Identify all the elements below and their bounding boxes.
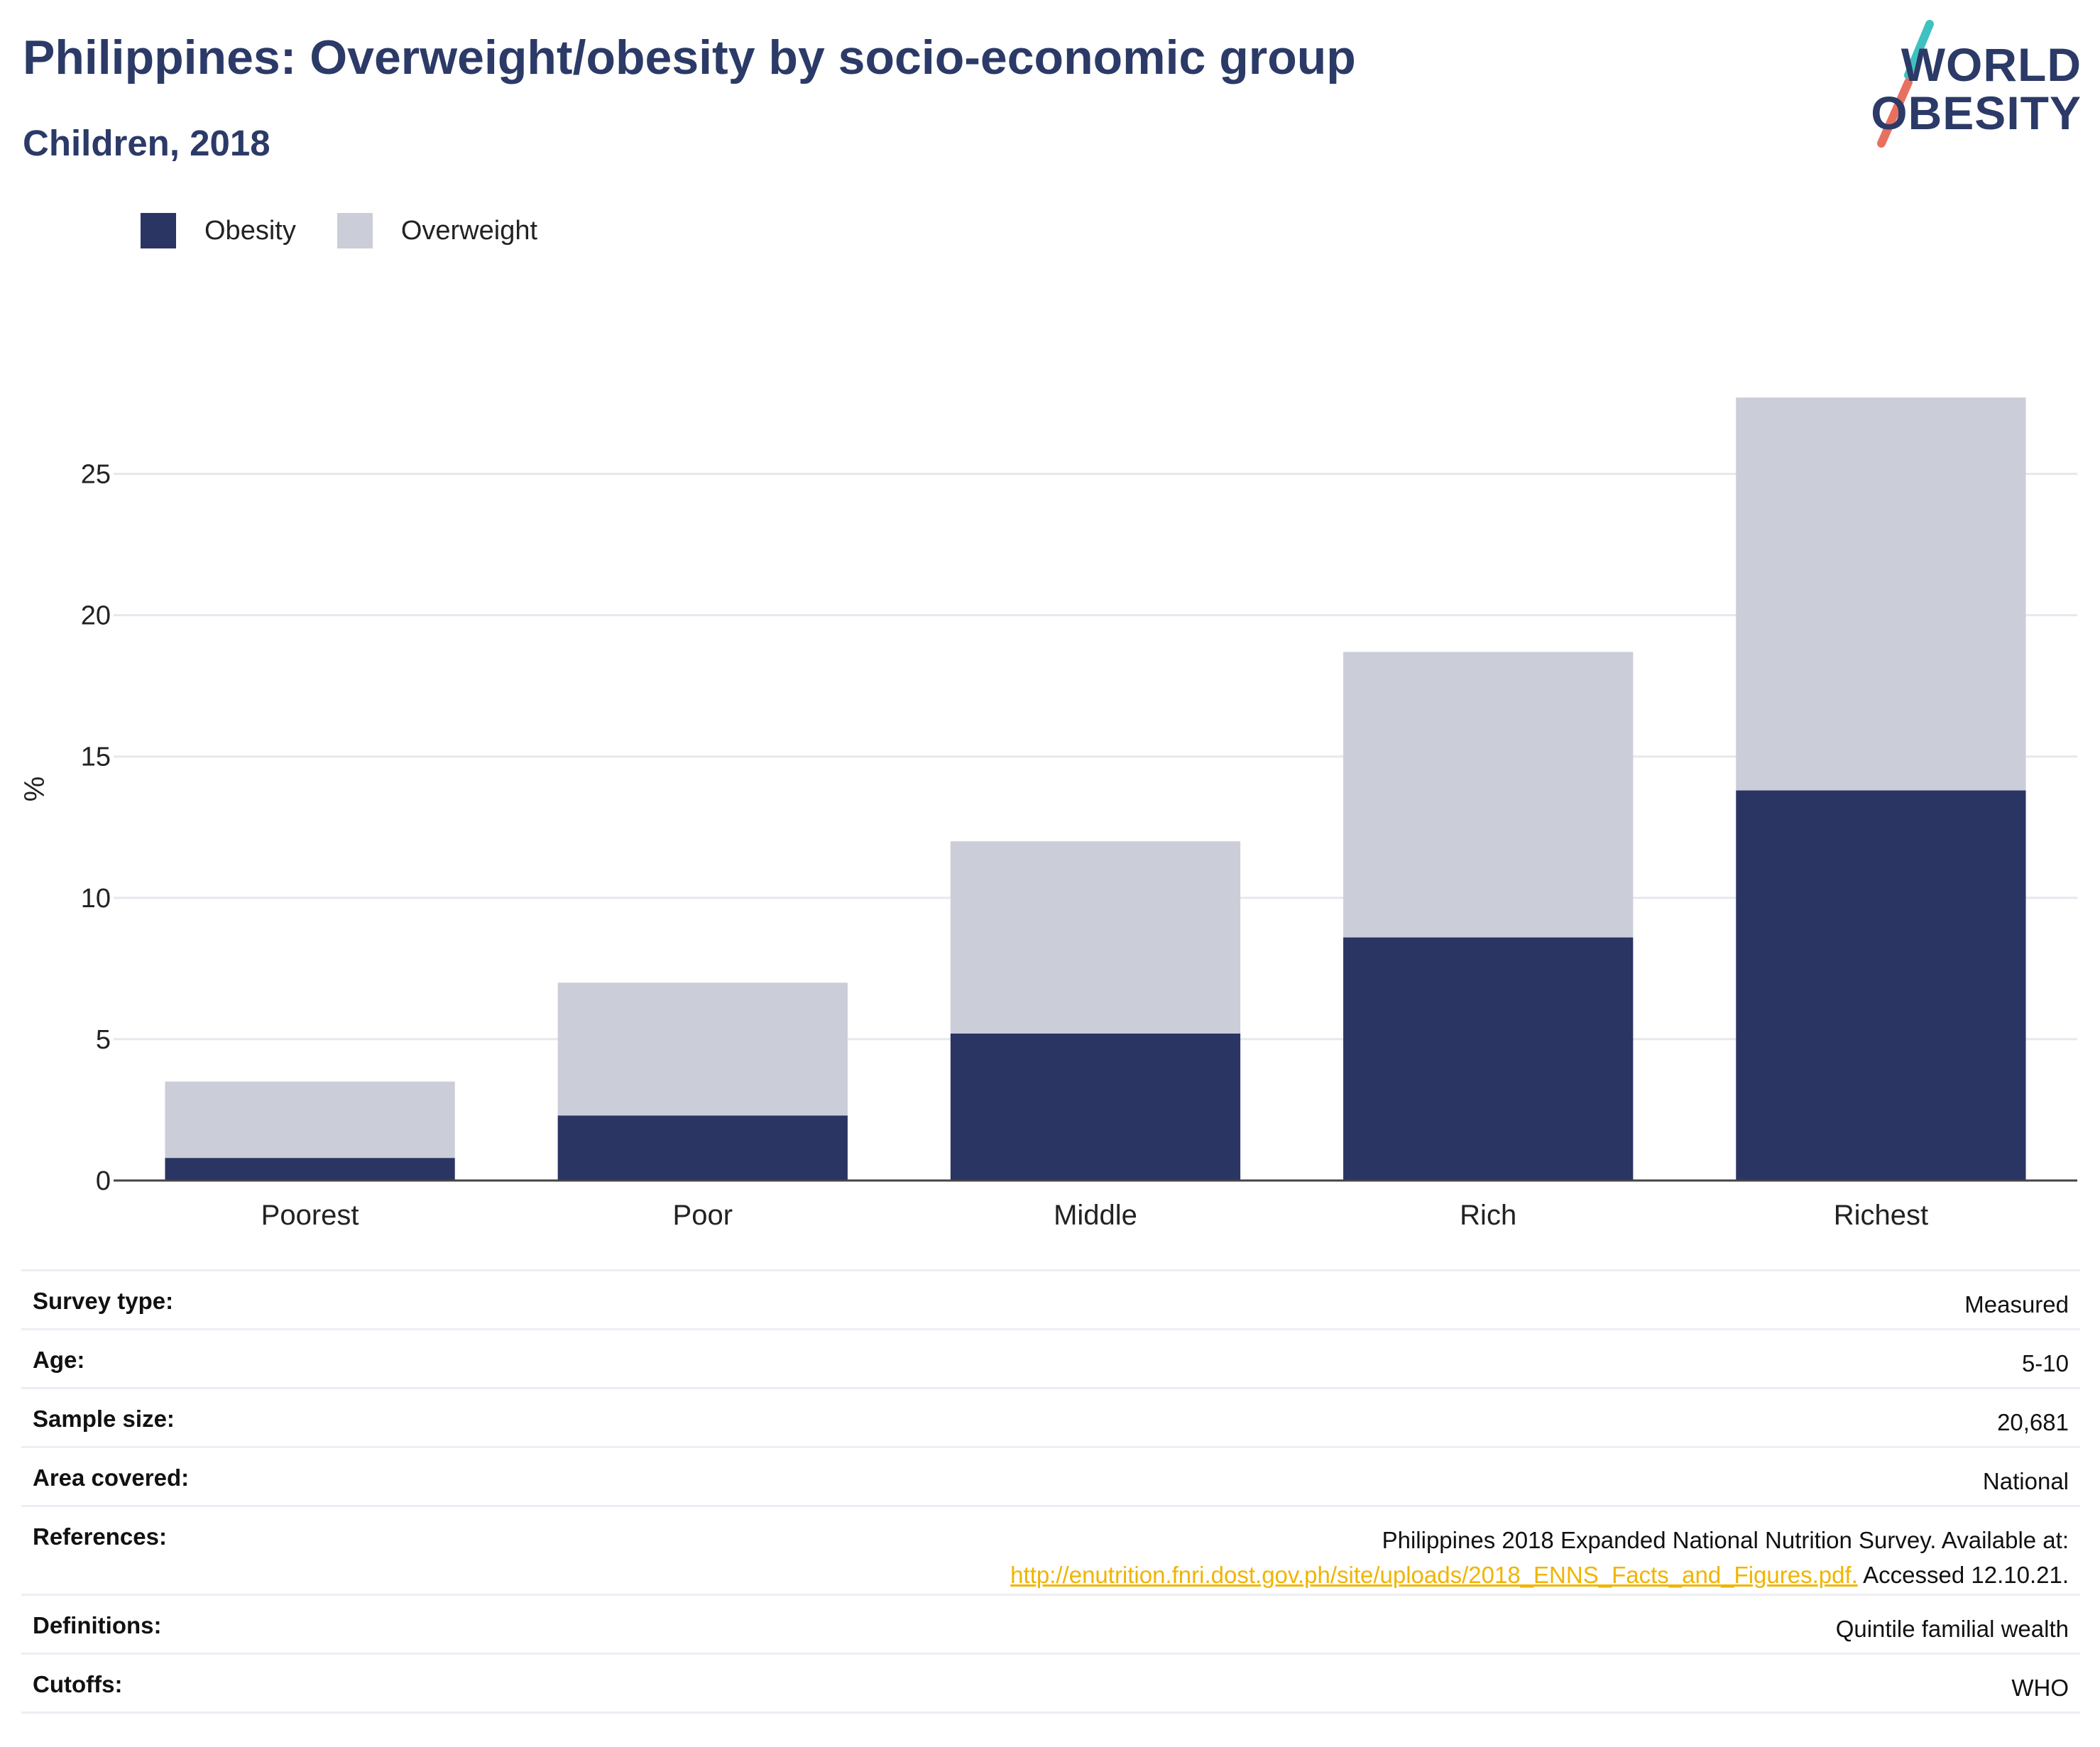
y-axis-ticks: 0 5 10 15 20 25 xyxy=(81,460,111,1196)
x-tick-label: Richest xyxy=(1834,1200,1928,1231)
y-tick-label: 25 xyxy=(81,460,111,490)
legend-item-overweight[interactable]: Overweight xyxy=(337,213,537,248)
bar-overweight-rich[interactable] xyxy=(1343,652,1634,938)
meta-row-cutoffs: Cutoffs: WHO xyxy=(21,1655,2080,1714)
meta-row-definitions: Definitions: Quintile familial wealth xyxy=(21,1596,2080,1655)
bar-overweight-poorest[interactable] xyxy=(165,1081,455,1159)
meta-label: Definitions: xyxy=(33,1612,162,1638)
reference-text: Philippines 2018 Expanded National Nutri… xyxy=(1382,1527,2069,1553)
x-tick-label: Middle xyxy=(1054,1200,1137,1231)
bar-obesity-rich[interactable] xyxy=(1343,937,1634,1181)
meta-label: References: xyxy=(33,1523,167,1550)
logo-text-obesity: OBESITY xyxy=(1871,87,2082,139)
x-tick-label: Poorest xyxy=(261,1200,359,1231)
reference-link[interactable]: http://enutrition.fnri.dost.gov.ph/site/… xyxy=(1010,1561,1858,1588)
logo-slash-icon xyxy=(1877,20,1934,148)
legend-swatch-obesity xyxy=(141,213,176,248)
world-obesity-logo: WORLD OBESITY xyxy=(1846,20,2087,148)
meta-label: Age: xyxy=(33,1347,85,1373)
chart-legend: Obesity Overweight xyxy=(141,212,579,250)
bar-obesity-richest[interactable] xyxy=(1736,790,2026,1181)
meta-row-survey-type: Survey type: Measured xyxy=(21,1271,2080,1330)
meta-row-references: References: Philippines 2018 Expanded Na… xyxy=(21,1507,2080,1596)
legend-swatch-overweight xyxy=(337,213,373,248)
y-tick-label: 15 xyxy=(81,743,111,772)
x-axis-ticks: Poorest Poor Middle Rich Richest xyxy=(261,1200,1928,1231)
meta-value: National xyxy=(1982,1468,2069,1494)
bar-obesity-poor[interactable] xyxy=(557,1115,848,1181)
meta-value: 20,681 xyxy=(1997,1409,2069,1435)
y-tick-label: 10 xyxy=(81,884,111,914)
bar-overweight-poor[interactable] xyxy=(557,982,848,1116)
meta-label: Cutoffs: xyxy=(33,1671,123,1697)
chart-subtitle: Children, 2018 xyxy=(23,123,270,163)
meta-row-area-covered: Area covered: National xyxy=(21,1448,2080,1507)
survey-metadata-table: Survey type: Measured Age: 5-10 Sample s… xyxy=(21,1269,2080,1714)
meta-row-age: Age: 5-10 xyxy=(21,1330,2080,1389)
x-tick-label: Rich xyxy=(1460,1200,1516,1231)
x-tick-label: Poor xyxy=(673,1200,733,1231)
chart-title: Philippines: Overweight/obesity by socio… xyxy=(23,31,1356,84)
meta-row-sample-size: Sample size: 20,681 xyxy=(21,1389,2080,1448)
y-tick-label: 5 xyxy=(96,1025,111,1055)
reference-accessed: Accessed 12.10.21. xyxy=(1857,1561,2069,1588)
y-tick-label: 0 xyxy=(96,1166,111,1196)
meta-value: WHO xyxy=(2011,1675,2069,1701)
meta-value: Quintile familial wealth xyxy=(1835,1616,2069,1642)
meta-value: 5-10 xyxy=(2021,1350,2069,1376)
legend-item-obesity[interactable]: Obesity xyxy=(141,213,296,248)
legend-label-obesity: Obesity xyxy=(204,215,296,246)
logo-text-world: WORLD xyxy=(1901,38,2082,91)
meta-label: Area covered: xyxy=(33,1464,190,1491)
meta-value-references: Philippines 2018 Expanded National Nutri… xyxy=(1010,1523,2069,1593)
bar-obesity-middle[interactable] xyxy=(950,1033,1241,1181)
bar-overweight-middle[interactable] xyxy=(950,841,1241,1034)
meta-label: Sample size: xyxy=(33,1406,175,1432)
y-tick-label: 20 xyxy=(81,601,111,631)
y-axis-title: % xyxy=(19,777,50,802)
meta-value: Measured xyxy=(1964,1291,2069,1318)
bar-overweight-richest[interactable] xyxy=(1736,398,2026,791)
legend-label-overweight: Overweight xyxy=(400,215,538,246)
bar-obesity-poorest[interactable] xyxy=(165,1158,455,1181)
bars xyxy=(165,398,2026,1181)
meta-label: Survey type: xyxy=(33,1288,174,1314)
